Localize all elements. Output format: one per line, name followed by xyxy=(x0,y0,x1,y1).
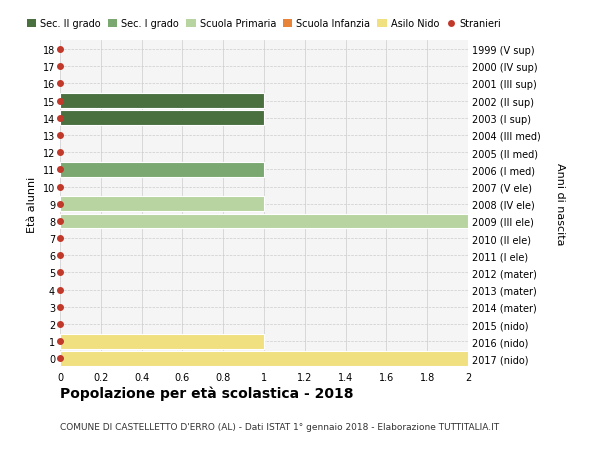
Bar xyxy=(60,334,264,349)
Legend: Sec. II grado, Sec. I grado, Scuola Primaria, Scuola Infanzia, Asilo Nido, Stran: Sec. II grado, Sec. I grado, Scuola Prim… xyxy=(23,16,505,33)
Y-axis label: Età alunni: Età alunni xyxy=(27,176,37,232)
Y-axis label: Anni di nascita: Anni di nascita xyxy=(555,163,565,246)
Text: Popolazione per età scolastica - 2018: Popolazione per età scolastica - 2018 xyxy=(60,386,353,400)
Bar xyxy=(60,214,468,229)
Bar xyxy=(60,351,468,366)
Text: COMUNE DI CASTELLETTO D'ERRO (AL) - Dati ISTAT 1° gennaio 2018 - Elaborazione TU: COMUNE DI CASTELLETTO D'ERRO (AL) - Dati… xyxy=(60,422,499,431)
Bar xyxy=(60,94,264,109)
Bar xyxy=(60,197,264,212)
Bar xyxy=(60,111,264,126)
Bar xyxy=(60,162,264,177)
